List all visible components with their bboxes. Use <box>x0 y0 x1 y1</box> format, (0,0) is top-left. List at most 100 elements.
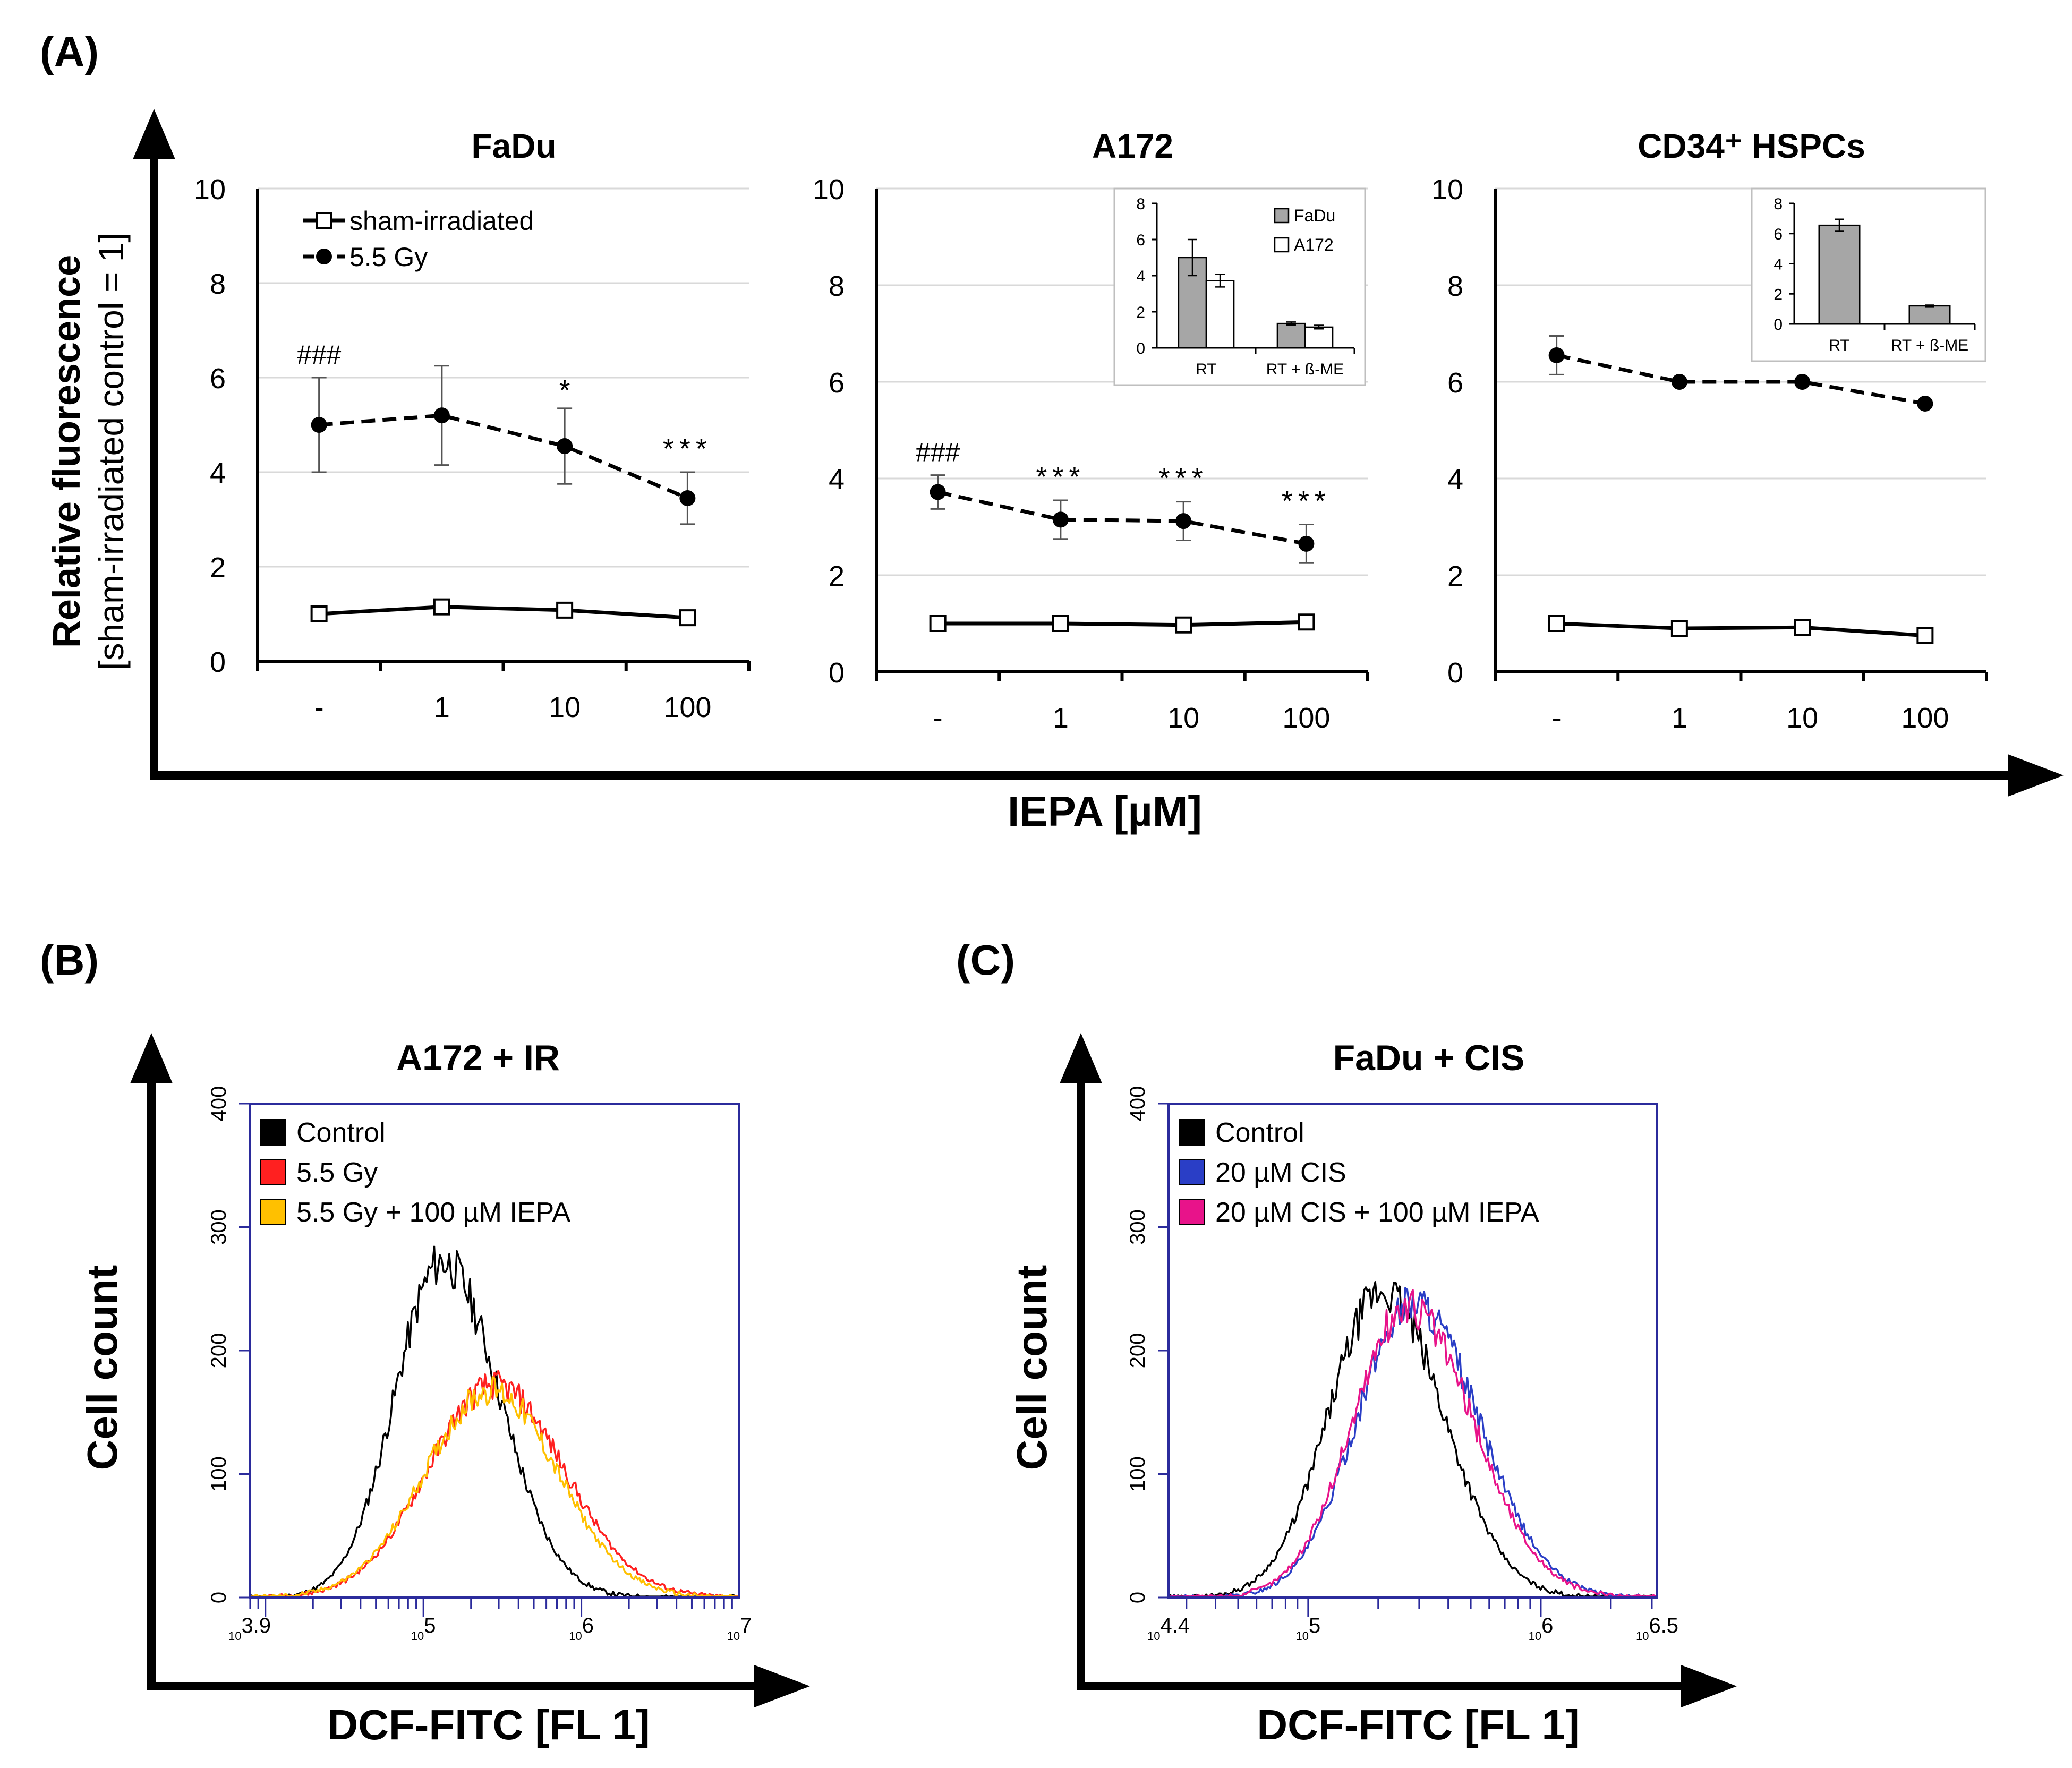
y-tick-label: 6 <box>829 367 845 399</box>
inset-legend-label-fadu: FaDu <box>1294 206 1335 225</box>
point-5-5-gy <box>557 438 573 455</box>
significance-label: * <box>559 374 570 406</box>
y-tick-label: 10 <box>1431 174 1463 206</box>
x-tick-label: - <box>933 702 943 734</box>
point-sham-irradiated <box>1298 613 1315 631</box>
chart-cd34-hspcs: CD34⁺ HSPCs 0 2 4 6 8 10 - 1 10 100 0 2 4 6 8 RT RT + ß-M… <box>1431 127 1988 734</box>
x-tick-label: 10 <box>1167 702 1199 734</box>
x-tick-label: 1 <box>1672 702 1687 734</box>
inset-bar-chart: 0 2 4 6 8 RT RT + ß-ME <box>1751 187 1986 362</box>
legend-swatch-20-m-cis-100-m-iepa <box>1179 1199 1205 1225</box>
y-tick-label: 8 <box>829 270 845 302</box>
point-5-5-gy <box>930 484 946 500</box>
histogram-curve-control <box>1167 1281 1657 1598</box>
point-5-5-gy <box>1052 511 1069 528</box>
y-tick-label: 100 <box>207 1456 231 1492</box>
inset-y-tick-label: 4 <box>1773 256 1783 274</box>
y-tick-label: 300 <box>1126 1209 1149 1245</box>
y-tick-label: 8 <box>1447 270 1463 302</box>
y-tick-label: 200 <box>207 1333 231 1369</box>
point-sham-irradiated <box>556 601 574 619</box>
inset-y-tick-label: 8 <box>1773 195 1783 213</box>
chart-title: A172 <box>1092 127 1173 165</box>
legend-swatch-control <box>1179 1119 1205 1146</box>
inset-bar-cd34-hspcs <box>1818 224 1861 325</box>
inset-legend-swatch-a172 <box>1274 237 1290 253</box>
x-tick-label: 104.4 <box>1147 1614 1190 1643</box>
panel-c-ylabel: Cell count <box>1008 1265 1055 1471</box>
chart-title: FaDu <box>472 127 557 165</box>
point-sham-irradiated <box>433 598 450 616</box>
panel-b-x-arrowhead <box>754 1665 810 1707</box>
y-tick-label: 400 <box>207 1086 231 1122</box>
panel-b-title: A172 + IR <box>396 1038 560 1078</box>
point-5-5-gy <box>679 490 696 506</box>
panel-c-title: FaDu + CIS <box>1333 1038 1525 1078</box>
legend-swatch-5-5-gy-100-m-iepa <box>260 1199 286 1225</box>
x-tick-label: 107 <box>727 1614 752 1643</box>
plot-frame <box>1167 1103 1658 1599</box>
x-tick-label: 105 <box>411 1614 436 1643</box>
series-line-5-5-gy <box>937 490 1307 546</box>
legend-marker-irr <box>316 249 332 264</box>
panel-c-y-arrowhead <box>1060 1033 1102 1083</box>
legend-label-irr: 5.5 Gy <box>349 242 428 272</box>
inset-y-tick-label: 6 <box>1136 232 1145 249</box>
inset-bar-a172 <box>1304 326 1334 349</box>
x-tick-label: 100 <box>1282 702 1330 734</box>
x-tick-label: 106.5 <box>1636 1614 1678 1643</box>
inset-x-tick-label: RT <box>1829 337 1849 354</box>
x-tick-label: 1 <box>434 691 450 723</box>
point-5-5-gy <box>311 417 327 433</box>
x-tick-label: - <box>314 691 324 723</box>
histogram-curve-5-5-gy <box>249 1370 740 1598</box>
panel-c-x-arrowhead <box>1681 1665 1737 1707</box>
series-line-sham-irradiated <box>319 605 688 620</box>
y-tick-label: 100 <box>1126 1456 1149 1492</box>
point-5-5-gy <box>1794 374 1811 390</box>
y-tick-label: 2 <box>1447 560 1463 592</box>
inset-y-tick-label: 2 <box>1773 286 1783 303</box>
x-tick-label: 1 <box>1053 702 1069 734</box>
inset-y-tick-label: 4 <box>1136 268 1145 285</box>
y-tick-label: 2 <box>829 560 845 592</box>
y-tick-label: 200 <box>1126 1333 1149 1369</box>
y-tick-label: 4 <box>829 464 845 496</box>
legend-label-control: Control <box>296 1117 386 1148</box>
panel-a-xlabel: IEPA [µM] <box>1008 788 1202 835</box>
chart-a172-ir-histogram: 0 100 200 300 400 103.9 105 106 107 Control 5.5 Gy… <box>207 1086 752 1643</box>
inset-legend-swatch-fadu <box>1274 208 1290 224</box>
y-tick-label: 0 <box>1126 1592 1149 1603</box>
x-tick-label: - <box>1552 702 1562 734</box>
x-tick-label: 106 <box>1529 1614 1554 1643</box>
x-tick-label: 105 <box>1295 1614 1320 1643</box>
point-5-5-gy <box>1175 513 1192 529</box>
panel-label-c: (C) <box>956 936 1015 984</box>
panel-a-x-arrowhead <box>2008 754 2064 797</box>
y-tick-label: 4 <box>1447 464 1463 496</box>
point-5-5-gy <box>1298 535 1315 552</box>
point-5-5-gy <box>433 407 450 424</box>
legend-label-5-5-gy-100-m-iepa: 5.5 Gy + 100 µM IEPA <box>296 1197 570 1228</box>
legend-marker-sham <box>316 212 332 229</box>
panel-label-b: (B) <box>40 936 99 984</box>
point-sham-irradiated <box>679 609 696 627</box>
panel-b-ylabel: Cell count <box>79 1265 126 1471</box>
y-tick-label: 8 <box>210 268 226 300</box>
inset-bar-cd34-hspcs <box>1908 305 1951 325</box>
series-line-5-5-gy <box>1556 353 1925 406</box>
inset-x-tick-label: RT + ß-ME <box>1891 337 1968 354</box>
y-tick-label: 0 <box>1447 657 1463 689</box>
inset-y-tick-label: 8 <box>1136 195 1145 213</box>
panel-a-y-arrowhead <box>133 109 175 159</box>
inset-bar-fadu <box>1276 322 1306 349</box>
point-sham-irradiated <box>1794 619 1811 636</box>
panel-b-y-arrowhead <box>130 1033 173 1083</box>
legend-label-20-m-cis-100-m-iepa: 20 µM CIS + 100 µM IEPA <box>1215 1197 1539 1228</box>
legend-label-control: Control <box>1215 1117 1304 1148</box>
y-tick-label: 0 <box>829 657 845 689</box>
chart-fadu-cis-histogram: 0 100 200 300 400 104.4 105 106 106.5 Control 20 µ… <box>1126 1086 1678 1643</box>
inset-y-tick-label: 6 <box>1773 226 1783 243</box>
x-tick-label: 10 <box>1786 702 1818 734</box>
